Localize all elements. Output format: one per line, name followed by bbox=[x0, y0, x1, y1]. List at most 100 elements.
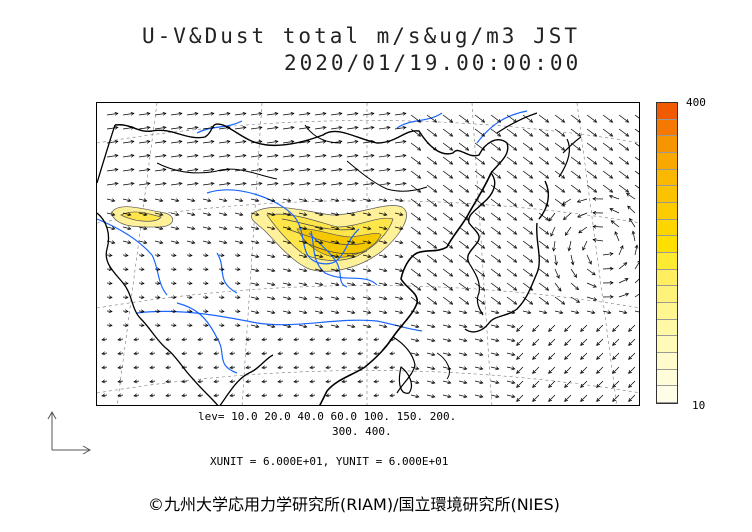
wind-vector-head bbox=[417, 118, 422, 123]
wind-vector bbox=[410, 268, 421, 277]
wind-vector-head bbox=[561, 188, 566, 193]
wind-vector bbox=[186, 113, 198, 116]
wind-vector bbox=[326, 380, 332, 383]
wind-vector-head bbox=[545, 202, 550, 207]
wind-vector bbox=[330, 268, 339, 272]
wind-vector-head bbox=[532, 342, 536, 346]
wind-vector-head bbox=[513, 230, 518, 235]
wind-vector-head bbox=[545, 230, 550, 235]
wind-vector-head bbox=[449, 160, 454, 165]
wind-vector-head bbox=[516, 356, 520, 360]
wind-vector-head bbox=[529, 230, 534, 235]
wind-vector bbox=[564, 394, 572, 402]
wind-vector-head bbox=[143, 212, 148, 217]
wind-vector bbox=[266, 296, 275, 300]
wind-vector bbox=[134, 366, 140, 369]
wind-vector-head bbox=[127, 240, 132, 245]
wind-vector-head bbox=[101, 337, 106, 342]
wind-vector-head bbox=[557, 287, 562, 292]
wind-vector bbox=[154, 324, 161, 326]
wind-vector bbox=[362, 127, 374, 130]
wind-vector bbox=[234, 268, 241, 270]
wind-vector bbox=[553, 240, 556, 251]
wind-vector bbox=[618, 262, 627, 270]
wind-vector bbox=[602, 114, 613, 123]
wind-vector bbox=[474, 282, 485, 291]
wind-vector-head bbox=[495, 394, 500, 399]
wind-vector-head bbox=[204, 309, 209, 314]
wind-vector bbox=[330, 127, 342, 130]
wind-vector-head bbox=[417, 188, 422, 193]
wind-vector bbox=[250, 324, 259, 328]
wind-vector bbox=[554, 156, 565, 165]
wind-vector-head bbox=[172, 309, 177, 314]
river bbox=[476, 110, 528, 144]
wind-vector bbox=[266, 127, 278, 130]
wind-vector-head bbox=[287, 212, 292, 217]
wind-vector-head bbox=[612, 398, 616, 402]
wind-vector-head bbox=[140, 267, 145, 272]
wind-vector-head bbox=[367, 296, 372, 301]
wind-vector bbox=[554, 254, 557, 265]
wind-vector bbox=[394, 254, 403, 258]
wind-vector bbox=[506, 226, 517, 235]
wind-vector bbox=[138, 324, 145, 326]
wind-vector bbox=[154, 310, 161, 312]
wind-vector-head bbox=[447, 310, 452, 315]
wind-vector-head bbox=[449, 258, 454, 263]
wind-vector bbox=[442, 254, 453, 263]
wind-vector-head bbox=[271, 254, 276, 259]
wind-vector-head bbox=[370, 139, 375, 144]
wind-vector bbox=[102, 338, 108, 341]
wind-vector-head bbox=[175, 212, 180, 217]
wind-vector bbox=[214, 380, 220, 383]
wind-vector-head bbox=[156, 323, 161, 328]
wind-vector-head bbox=[354, 181, 359, 186]
wind-vector-head bbox=[236, 267, 241, 272]
dust-isoline bbox=[286, 228, 366, 245]
wind-vector-head bbox=[357, 393, 362, 398]
wind-vector bbox=[282, 212, 291, 216]
wind-vector-head bbox=[143, 198, 148, 203]
wind-vector bbox=[628, 324, 636, 332]
wind-vector bbox=[330, 240, 339, 244]
wind-vector bbox=[122, 113, 134, 116]
wind-vector bbox=[390, 394, 396, 397]
wind-vector-head bbox=[399, 324, 404, 329]
wind-vector bbox=[234, 296, 241, 298]
wind-vector-head bbox=[290, 167, 295, 172]
wind-vector bbox=[634, 278, 639, 284]
wind-vector-head bbox=[431, 338, 436, 343]
wind-vector-head bbox=[481, 216, 486, 221]
wind-vector-head bbox=[287, 198, 292, 203]
wind-vector-head bbox=[529, 160, 534, 165]
wind-vector bbox=[506, 198, 517, 207]
wind-vector bbox=[266, 226, 275, 230]
wind-vector-head bbox=[449, 188, 454, 193]
wind-vector bbox=[314, 113, 326, 116]
wind-vector bbox=[330, 155, 342, 158]
wind-vector-head bbox=[481, 174, 486, 179]
wind-vector bbox=[234, 254, 241, 256]
wind-vector-head bbox=[351, 268, 356, 273]
wind-vector bbox=[218, 127, 230, 130]
wind-vector bbox=[442, 212, 453, 221]
wind-vector bbox=[378, 113, 390, 116]
wind-vector-head bbox=[607, 310, 612, 315]
wind-vector-head bbox=[117, 365, 122, 370]
wind-vector bbox=[474, 114, 485, 123]
wind-vector bbox=[410, 338, 419, 342]
wind-vector-head bbox=[383, 268, 388, 273]
wind-vector bbox=[458, 226, 469, 235]
wind-vector bbox=[154, 113, 166, 116]
wind-vector bbox=[532, 366, 540, 374]
wind-vector bbox=[612, 366, 620, 374]
wind-vector bbox=[294, 380, 300, 383]
wind-vector bbox=[182, 366, 188, 369]
reference-vector-axes bbox=[47, 410, 92, 455]
wind-vector-head bbox=[433, 258, 438, 263]
wind-vector-head bbox=[465, 174, 470, 179]
colorbar-segment bbox=[657, 369, 677, 387]
wind-vector-head bbox=[481, 188, 486, 193]
wind-vector-head bbox=[564, 398, 568, 402]
